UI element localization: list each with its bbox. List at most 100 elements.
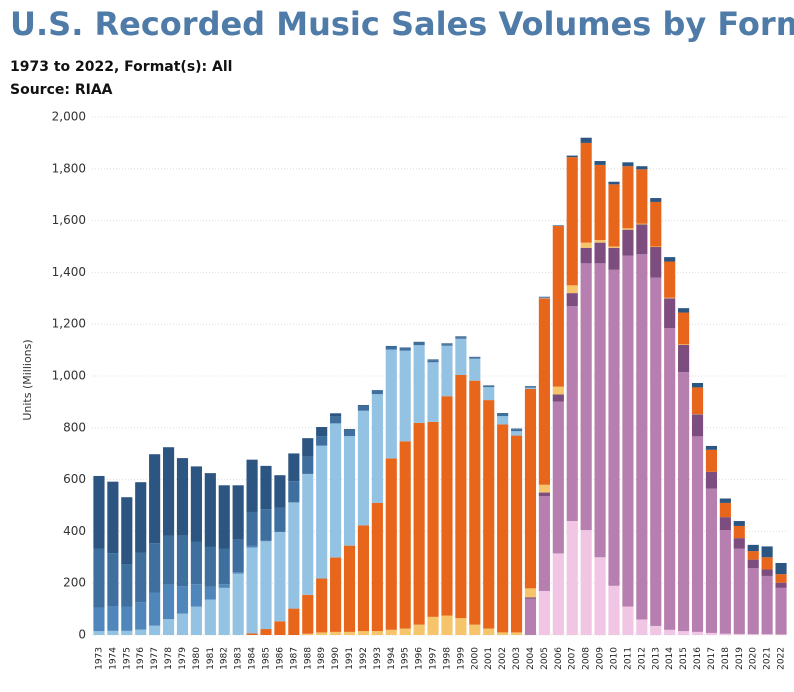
bar-segment [205, 587, 216, 600]
bar-segment [706, 472, 717, 489]
bar-segment [706, 450, 717, 472]
bar-segment [720, 503, 731, 517]
bar-segment [525, 389, 536, 588]
bar-segment [400, 629, 411, 635]
bar-segment [692, 387, 703, 414]
bar-segment [720, 517, 731, 530]
bar-segment [469, 359, 480, 381]
bar-segment [483, 385, 494, 386]
bar-segment [302, 595, 313, 634]
x-tick-label: 2010 [610, 647, 620, 670]
y-tick-label: 1,400 [52, 265, 86, 279]
x-tick-label: 2002 [498, 647, 508, 670]
bar-segment [511, 429, 522, 430]
bar-segment [692, 414, 703, 436]
y-axis-label: Units (Millions) [21, 339, 34, 420]
bar-segment [511, 429, 522, 431]
bar-segment [497, 424, 508, 632]
bar-segment [678, 344, 689, 345]
bar-segment [260, 629, 271, 635]
bar-segment [678, 631, 689, 635]
bar-segment [650, 247, 661, 278]
bar-segment [455, 375, 466, 618]
bar-segment [622, 162, 633, 166]
bar-segment [93, 476, 104, 549]
bar-segment [720, 634, 731, 635]
bar-segment [762, 557, 773, 569]
bar-segment [400, 348, 411, 351]
bar-segment [567, 156, 578, 158]
bar-segment [107, 606, 118, 631]
bar-segment [316, 579, 327, 633]
bar-segment [386, 630, 397, 635]
x-tick-label: 1991 [345, 647, 355, 670]
bar-segment [414, 345, 425, 423]
x-tick-label: 2001 [484, 647, 494, 670]
bar-segment [149, 454, 160, 543]
bar-segment [525, 387, 536, 388]
bar-segment [288, 502, 299, 608]
bar-segment [414, 423, 425, 625]
x-tick-label: 2018 [721, 647, 731, 670]
x-tick-label: 2007 [568, 647, 578, 670]
bar-segment [748, 545, 759, 551]
y-tick-label: 200 [63, 576, 86, 590]
bar-segment [706, 633, 717, 635]
bar-segment [525, 386, 536, 387]
bar-segment [622, 607, 633, 635]
bar-segment [233, 485, 244, 539]
bar-segment [247, 633, 258, 635]
bar-segment [358, 405, 369, 406]
bar-segment [149, 593, 160, 626]
bar-segment [135, 630, 146, 635]
bar-segment [539, 493, 550, 497]
bar-segment [608, 248, 619, 270]
bar-segment [664, 328, 675, 630]
bar-segment [386, 346, 397, 347]
bar-segment [427, 362, 438, 422]
x-tick-label: 2008 [582, 647, 592, 670]
bar-segment [163, 585, 174, 619]
bar-segment [372, 503, 383, 631]
x-tick-label: 1998 [442, 647, 452, 670]
bar-segment [233, 572, 244, 574]
chart-source: Source: RIAA [10, 82, 113, 98]
bar-segment [622, 166, 633, 228]
bar-segment [775, 583, 786, 588]
bar-segment [650, 247, 661, 248]
x-tick-label: 1989 [317, 647, 327, 670]
bar-segment [483, 400, 494, 628]
chart-subtitle: 1973 to 2022, Format(s): All [10, 59, 232, 75]
bar-segment [636, 619, 647, 635]
bar-segment [483, 386, 494, 387]
bar-segment [205, 473, 216, 547]
bar-segment [233, 574, 244, 635]
bar-segment [205, 547, 216, 587]
x-tick-label: 2000 [470, 647, 480, 670]
bar-segment [344, 430, 355, 436]
bar-segment [469, 357, 480, 358]
bar-segment [247, 547, 258, 633]
bar-segment [316, 436, 327, 446]
bar-segment [692, 632, 703, 635]
bar-segment [93, 608, 104, 632]
y-tick-label: 2,000 [52, 110, 86, 124]
bar-segment [595, 263, 606, 557]
bar-segment [469, 357, 480, 358]
bar-segment [260, 466, 271, 509]
bar-segment [608, 586, 619, 635]
bar-segment [511, 436, 522, 633]
x-tick-label: 1977 [150, 647, 160, 670]
bar-segment [302, 474, 313, 595]
bar-segment [274, 532, 285, 621]
x-tick-label: 1976 [136, 647, 146, 670]
bar-segment [121, 497, 132, 564]
bar-segment [525, 597, 536, 598]
bar-segment [664, 630, 675, 635]
bar-segment [720, 499, 731, 503]
x-tick-label: 2016 [693, 647, 703, 670]
x-tick-label: 2017 [707, 647, 717, 670]
x-tick-label: 1982 [220, 647, 230, 670]
bar-segment [247, 546, 258, 548]
x-tick-label: 1997 [429, 647, 439, 670]
